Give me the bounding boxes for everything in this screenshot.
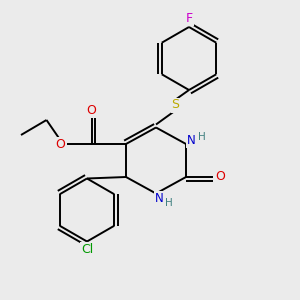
Text: Cl: Cl: [81, 243, 93, 256]
Text: H: H: [165, 198, 172, 208]
Text: S: S: [172, 98, 179, 112]
Text: N: N: [187, 134, 196, 147]
Text: O: O: [87, 103, 96, 117]
Text: F: F: [185, 12, 193, 25]
Text: H: H: [198, 131, 206, 142]
Text: O: O: [56, 137, 65, 151]
Text: O: O: [216, 170, 225, 184]
Text: N: N: [155, 191, 164, 205]
